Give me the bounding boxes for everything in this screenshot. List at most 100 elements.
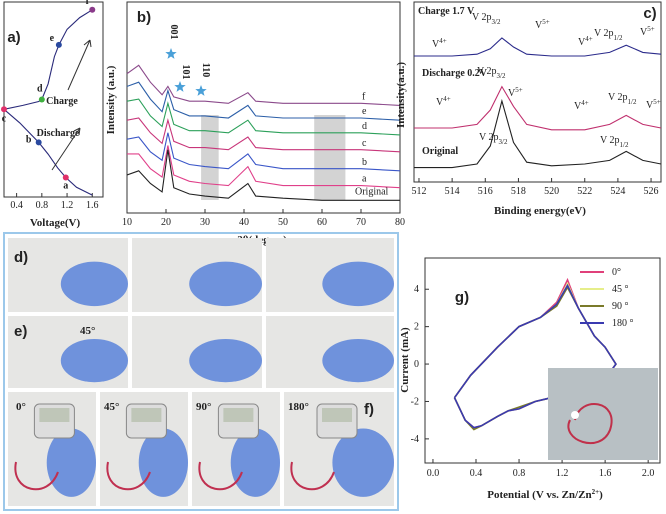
state-point <box>89 6 96 13</box>
curve-label: Original <box>355 186 389 197</box>
x-tick-label: 520 <box>544 186 559 197</box>
inset-wire <box>567 403 613 445</box>
peak-annotation-main: V 2p <box>608 92 628 103</box>
state-point <box>55 41 62 48</box>
photo-frame <box>3 232 399 511</box>
photo-glove <box>230 428 280 497</box>
x-tick-label: 60 <box>317 217 327 228</box>
photo-angle: 90° <box>196 401 211 413</box>
peak-annotation-main: V 2p <box>479 132 499 143</box>
y-tick-label: -2 <box>411 396 419 407</box>
photo-glove <box>332 428 395 497</box>
highlight-range <box>201 115 219 200</box>
peak-annotation: V 2p3/2 <box>472 12 501 26</box>
series-line <box>3 9 93 110</box>
photo-label: d) <box>14 249 28 266</box>
peak-annotation: V 2p3/2 <box>477 66 506 80</box>
photo-glove <box>189 339 262 383</box>
x-tick-label: 514 <box>445 186 460 197</box>
peak-annotation: V4+ <box>574 99 589 112</box>
peak-annotation: V 2p1/2 <box>594 28 623 42</box>
x-tick-label: 20 <box>161 217 171 228</box>
plot-frame <box>413 1 662 183</box>
peak-annotation-main: V 2p <box>477 66 497 77</box>
photo-label: f) <box>364 401 374 418</box>
panel-label: b) <box>137 9 151 26</box>
x-axis-label: Voltage(V) <box>30 217 81 229</box>
peak-annotation-sub: 1/2 <box>620 141 629 149</box>
peak-annotation-main: V <box>646 100 654 111</box>
x-tick-label: 50 <box>278 217 288 228</box>
state-label: e <box>50 33 55 44</box>
photo-glove <box>46 428 96 497</box>
state-point <box>38 96 45 103</box>
x-tick-label: 2.0 <box>642 468 655 479</box>
state-point <box>35 139 42 146</box>
curve-label: b <box>362 157 367 168</box>
photo-angle: 180° <box>288 401 309 413</box>
photo-glove <box>60 339 128 383</box>
peak-annotation-sub: 3/2 <box>492 18 501 26</box>
peak-annotation-sup: 5+ <box>515 86 523 94</box>
panel-label: a) <box>7 29 20 46</box>
y-axis-label: Current (mA) <box>399 327 411 393</box>
peak-label: 001 <box>168 25 179 40</box>
photo-wire <box>290 461 335 491</box>
state-point <box>1 106 7 113</box>
state-label: d <box>37 84 43 95</box>
x-tick-label: 1.2 <box>556 468 569 479</box>
curve-label: d <box>362 121 367 132</box>
x-tick-label: 516 <box>478 186 493 197</box>
plot-frame <box>424 257 661 464</box>
peak-annotation: V 2p3/2 <box>479 132 508 146</box>
x-tick-label: 80 <box>395 217 405 228</box>
series-line <box>127 145 401 189</box>
x-tick-label: 526 <box>644 186 659 197</box>
legend-label: 90 ° <box>612 301 629 312</box>
peak-annotation-sup: 5+ <box>653 98 661 106</box>
series-line <box>126 64 401 106</box>
peak-annotation: V5+ <box>646 98 661 111</box>
peak-annotation: V4+ <box>436 95 451 108</box>
x-tick-label: 524 <box>610 186 625 197</box>
x-tick-label: 522 <box>577 186 592 197</box>
panel-label: c) <box>643 5 656 22</box>
photo-label: e) <box>14 323 27 340</box>
series-line <box>414 37 662 57</box>
peak-annotation: V5+ <box>535 18 550 31</box>
x-tick-label: 1.6 <box>86 200 99 211</box>
peak-star <box>174 81 186 92</box>
peak-annotation: V4+ <box>578 35 593 48</box>
series-label: Charge 1.7 V <box>418 6 475 17</box>
peak-annotation-sup: 5+ <box>647 25 655 33</box>
photo-glove <box>322 339 394 383</box>
series-line <box>126 81 401 121</box>
highlight-range <box>314 115 346 200</box>
legend-label: 180 ° <box>612 318 634 329</box>
peak-annotation-sub: 3/2 <box>497 72 506 80</box>
y-axis-label: Intensity(a.u.) <box>395 62 407 128</box>
photo-angle: 0° <box>16 401 26 413</box>
series-line <box>414 85 662 131</box>
state-label: c <box>2 113 7 124</box>
curve-label: e <box>362 106 367 117</box>
peak-label: 101 <box>180 65 191 80</box>
x-tick-label: 0.8 <box>513 468 526 479</box>
peak-annotation-sup: 4+ <box>581 99 589 107</box>
state-label: f <box>86 0 90 7</box>
peak-annotation-main: V 2p <box>600 135 620 146</box>
curve-label: c <box>362 138 367 149</box>
photo-timer-screen <box>39 408 70 422</box>
arrow <box>67 39 92 91</box>
peak-annotation-main: V <box>508 88 516 99</box>
peak-annotation: V 2p1/2 <box>608 92 637 106</box>
series-line <box>126 132 401 172</box>
peak-annotation: V5+ <box>640 25 655 38</box>
peak-annotation-main: V <box>574 101 582 112</box>
panel-label: g) <box>455 289 469 306</box>
curve-label: Discharge <box>37 128 80 139</box>
x-tick-label: 0.4 <box>470 468 483 479</box>
peak-annotation-main: V <box>640 27 648 38</box>
legend-label: 0° <box>612 267 621 278</box>
inset-led <box>571 411 579 419</box>
